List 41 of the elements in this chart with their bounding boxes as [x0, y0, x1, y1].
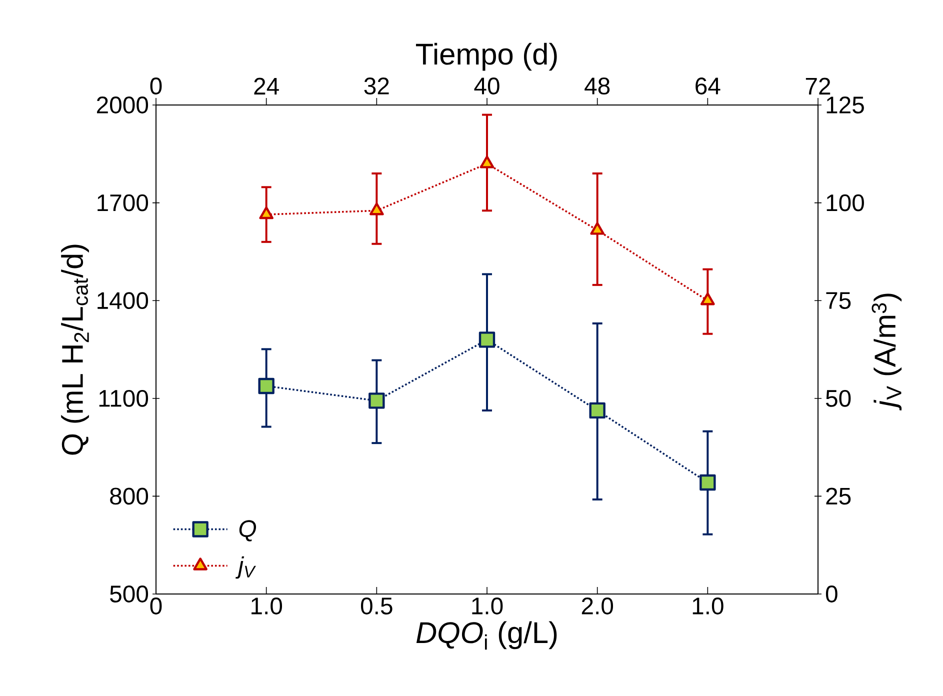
y-tick-label: 1100 [99, 390, 148, 407]
point [258, 378, 274, 394]
point [590, 222, 604, 235]
y-tick-label: 2000 [96, 96, 148, 114]
x-tick-label: 0 [150, 598, 162, 614]
text: 48 [584, 78, 610, 94]
x-tick-label: 1.0 [472, 598, 503, 614]
legend-label: j$_{V}$ [236, 556, 256, 579]
point [700, 292, 715, 306]
y2-tick-label: 75 [826, 292, 851, 309]
point [478, 332, 496, 348]
text: 24 [254, 78, 279, 94]
point [370, 202, 384, 216]
point [589, 402, 606, 419]
x-tick-label: 1.0 [692, 598, 724, 614]
x2-axis-title: Tiempo (d) [416, 42, 557, 71]
y2-axis-title: j$_{V}$ (A/m$^{3}$) [872, 294, 902, 410]
legend-label: Q [239, 520, 256, 542]
y2-tick-label: 125 [826, 96, 864, 114]
y-tick-label: 500 [110, 586, 148, 602]
point [259, 206, 274, 220]
y-tick-label: 1400 [98, 292, 148, 310]
y2-tick-label: 100 [826, 194, 864, 212]
y-axis-title: Q (mL H$_{2}$/L$_{cat}$/d) [61, 244, 89, 455]
y2-tick-label: 50 [826, 390, 851, 407]
point [368, 392, 385, 409]
y-tick-label: 800 [110, 488, 148, 505]
x-tick-label: 0.5 [360, 598, 392, 614]
y2-tick-label: 25 [826, 488, 851, 505]
text: 40 [474, 78, 500, 94]
text: 0 [150, 78, 162, 94]
y2-tick-label: 0 [826, 586, 838, 602]
text: 72 [806, 78, 830, 94]
y-tick-label: 1700 [98, 194, 148, 212]
point [480, 156, 494, 168]
x-tick-label: 1.0 [252, 598, 282, 614]
x-axis-title: DQO$_{i}$ (g/L) [416, 621, 557, 650]
text: 32 [364, 78, 389, 94]
x-tick-label: 2.0 [582, 598, 614, 614]
point [700, 474, 716, 491]
text: 64 [696, 78, 720, 94]
